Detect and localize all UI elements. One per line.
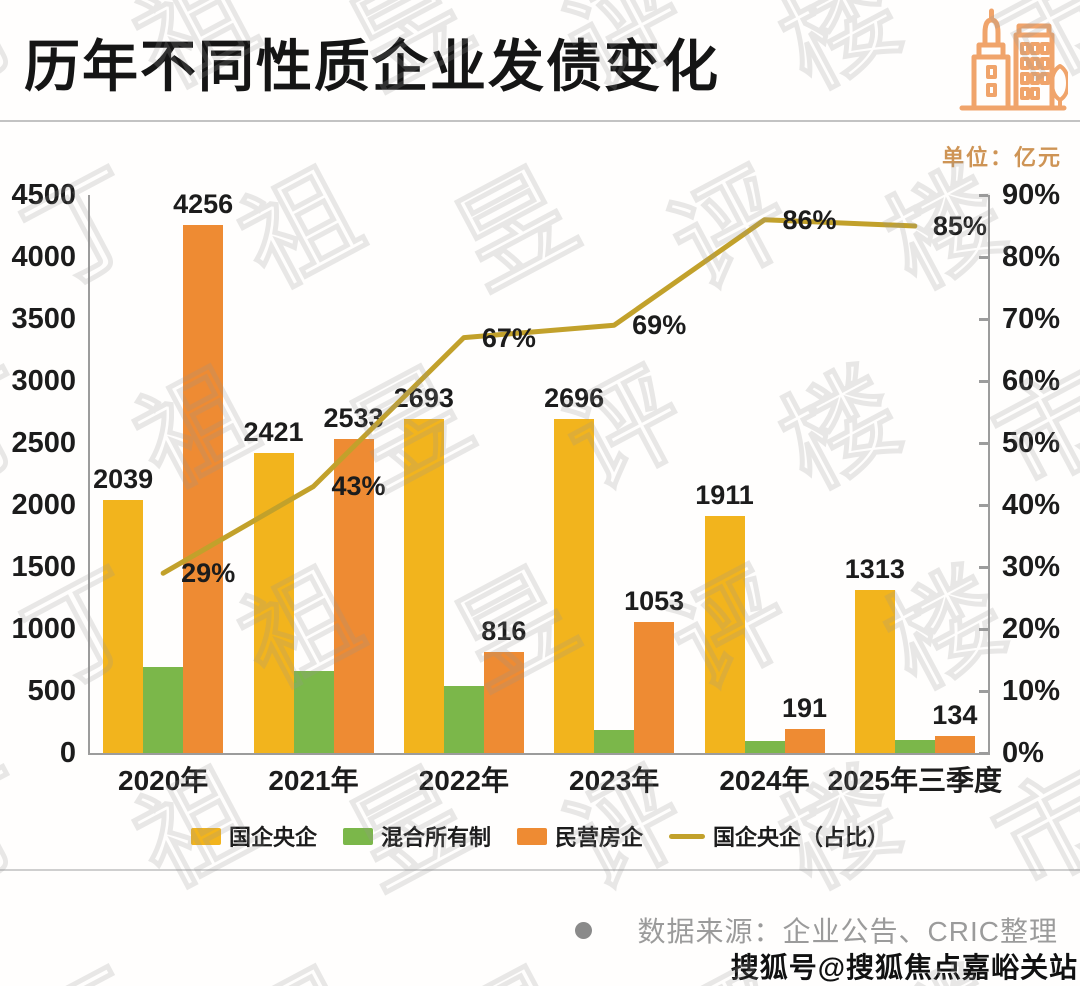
right-axis-tick-label: 90%	[1002, 179, 1061, 211]
line-point-label: 43%	[331, 471, 386, 502]
x-axis-category-label: 2021年	[268, 765, 359, 796]
x-axis-line	[88, 753, 990, 755]
bar-value-label: 2039	[93, 464, 154, 494]
right-axis-tick-mark	[979, 194, 988, 197]
bar-value-label: 191	[781, 693, 828, 723]
left-axis-tick-label: 2500	[11, 427, 76, 459]
left-axis-tick-label: 1500	[11, 551, 76, 583]
right-axis-tick-mark	[979, 318, 988, 321]
left-axis-tick-label: 3500	[11, 303, 76, 335]
line-point-label: 29%	[181, 558, 236, 589]
building-icon	[959, 8, 1068, 111]
sohu-corner-watermark: 搜狐号@搜狐焦点嘉峪关站	[730, 952, 1078, 983]
legend-item: 国企央企	[190, 820, 317, 852]
x-axis-category-label: 2025年三季度	[827, 765, 1002, 796]
legend-label: 国企央企（占比）	[713, 825, 890, 850]
x-axis-category-label: 2020年	[118, 765, 209, 796]
bar-混合所有制	[894, 740, 935, 753]
bar-value-label: 134	[932, 700, 978, 730]
bar-value-label: 4256	[173, 189, 234, 219]
left-axis-tick-label: 1000	[11, 613, 76, 645]
right-axis-tick-label: 50%	[1002, 427, 1061, 459]
bar-民营房企	[183, 225, 224, 753]
legend-square-marker-icon	[342, 827, 373, 845]
line-point-label: 86%	[782, 204, 837, 235]
legend-label: 混合所有制	[380, 825, 491, 850]
bar-混合所有制	[293, 671, 334, 753]
legend-divider	[0, 869, 1080, 871]
bar-国企央企	[103, 500, 144, 753]
right-axis-tick-label: 60%	[1002, 365, 1061, 397]
right-axis-tick-label: 0%	[1002, 737, 1044, 769]
right-axis-tick-mark	[979, 628, 988, 631]
x-axis-category-label: 2024年	[719, 765, 810, 796]
legend-square-marker-icon	[190, 827, 221, 845]
line-point-label: 67%	[481, 322, 536, 353]
right-axis-tick-mark	[979, 380, 988, 383]
legend-item: 民营房企	[517, 820, 643, 852]
bar-国企央企	[253, 453, 294, 753]
bar-混合所有制	[744, 741, 785, 753]
bar-国企央企	[554, 419, 595, 753]
unit-label: 单位：亿元	[941, 145, 1062, 170]
y-axis-left-line	[88, 195, 90, 753]
left-axis-tick-label: 2000	[11, 489, 76, 521]
legend-item: 混合所有制	[342, 820, 491, 852]
bar-国企央企	[403, 419, 444, 753]
legend-label: 国企央企	[228, 825, 317, 850]
bar-国企央企	[854, 590, 895, 753]
right-axis-tick-label: 70%	[1002, 303, 1061, 335]
bar-value-label: 1313	[844, 554, 905, 584]
right-axis-tick-label: 30%	[1002, 551, 1061, 583]
line-point-label: 69%	[632, 310, 687, 341]
line-point-label: 85%	[932, 211, 987, 241]
right-axis-tick-label: 80%	[1002, 241, 1061, 273]
bar-value-label: 2696	[544, 383, 605, 413]
right-axis-tick-mark	[979, 752, 988, 755]
bar-民营房企	[784, 729, 825, 753]
data-source-text: 数据来源：企业公告、CRIC整理	[637, 916, 1058, 947]
legend-label: 民营房企	[555, 825, 644, 850]
left-axis-tick-label: 4000	[11, 241, 76, 273]
right-axis-tick-label: 20%	[1002, 613, 1061, 645]
bar-民营房企	[934, 736, 975, 753]
page-title: 历年不同性质企业发债变化	[24, 35, 720, 98]
x-axis-category-label: 2022年	[418, 765, 509, 796]
x-axis-category-label: 2023年	[569, 765, 660, 796]
bar-value-label: 816	[481, 616, 527, 646]
right-axis-tick-label: 10%	[1002, 675, 1061, 707]
bar-value-label: 2693	[393, 383, 454, 413]
source-bullet-icon	[574, 921, 592, 939]
right-axis-tick-mark	[979, 690, 988, 693]
bar-民营房企	[483, 652, 524, 753]
left-axis-tick-label: 500	[27, 675, 76, 707]
header-divider	[0, 120, 1080, 122]
y-axis-right-line	[988, 195, 990, 753]
bar-混合所有制	[594, 730, 635, 753]
bar-混合所有制	[443, 686, 484, 753]
left-axis-tick-label: 3000	[11, 365, 76, 397]
bar-国企央企	[704, 516, 745, 753]
bar-民营房企	[634, 622, 675, 753]
bar-value-label: 1911	[695, 480, 754, 510]
footer: 数据来源：企业公告、CRIC整理	[574, 912, 1058, 948]
right-axis-tick-mark	[979, 442, 988, 445]
left-axis-tick-label: 4500	[11, 179, 76, 211]
right-axis-tick-mark	[979, 566, 988, 569]
right-axis-tick-mark	[979, 504, 988, 507]
right-axis-tick-mark	[979, 256, 988, 259]
legend-line-marker-icon	[669, 833, 706, 839]
chart-legend: 国企央企 混合所有制 民营房企 国企央企（占比）	[0, 820, 1080, 852]
left-axis-tick-label: 0	[59, 737, 76, 769]
right-axis-tick-label: 40%	[1002, 489, 1061, 521]
legend-square-marker-icon	[517, 827, 547, 845]
bar-value-label: 1053	[624, 586, 685, 616]
legend-item: 国企央企（占比）	[669, 820, 889, 852]
bar-混合所有制	[143, 667, 184, 753]
